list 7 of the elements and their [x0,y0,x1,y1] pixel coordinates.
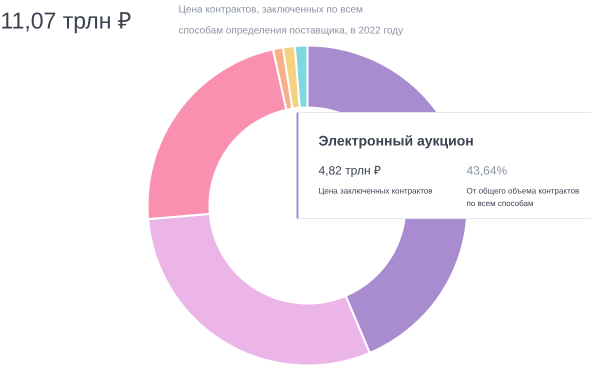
data-label: 43,64% [466,164,508,178]
chart-title: 11,07 трлн ₽ [0,8,131,34]
text: От общего объема контрактов по всем способам [466,186,580,208]
chart-subtitle: Цена контрактов, заключенных по всем способам определения поставщика, в 2022 году [178,4,404,36]
text: 4,82 трлн ₽ [318,164,381,178]
slice-label: Электронный аукцион [318,132,474,148]
text: Цена заключенных контрактов [318,186,432,196]
